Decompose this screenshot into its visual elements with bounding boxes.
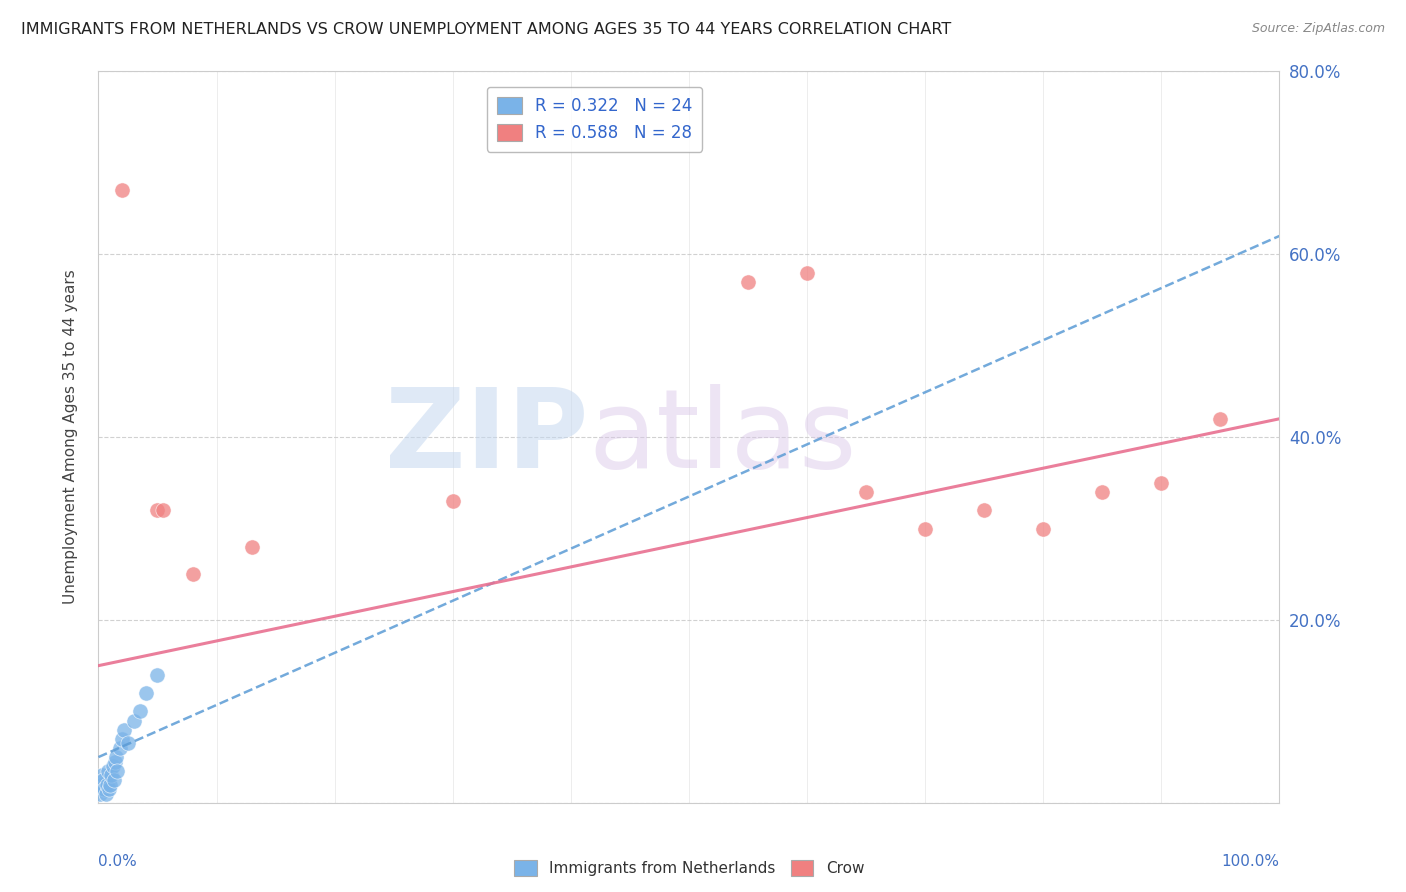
Point: [96, 778, 118, 792]
Point: [112, 723, 135, 737]
Point: [111, 183, 134, 197]
Point: [100, 768, 122, 782]
Point: [1032, 521, 1054, 535]
Point: [973, 503, 995, 517]
Text: atlas: atlas: [589, 384, 858, 491]
Point: [90, 778, 112, 792]
Text: IMMIGRANTS FROM NETHERLANDS VS CROW UNEMPLOYMENT AMONG AGES 35 TO 44 YEARS CORRE: IMMIGRANTS FROM NETHERLANDS VS CROW UNEM…: [21, 22, 952, 37]
Point: [122, 714, 145, 728]
Point: [105, 764, 128, 778]
Point: [240, 540, 263, 554]
Point: [146, 667, 169, 681]
Point: [1091, 485, 1114, 500]
Point: [146, 503, 169, 517]
Point: [152, 503, 174, 517]
Point: [104, 755, 127, 769]
Point: [98, 782, 121, 797]
Point: [737, 275, 759, 289]
Text: Source: ZipAtlas.com: Source: ZipAtlas.com: [1251, 22, 1385, 36]
Point: [855, 485, 877, 500]
Point: [441, 494, 464, 508]
Point: [111, 731, 134, 746]
Point: [914, 521, 936, 535]
Y-axis label: Unemployment Among Ages 35 to 44 years: Unemployment Among Ages 35 to 44 years: [63, 269, 77, 605]
Point: [135, 686, 157, 700]
Point: [128, 705, 150, 719]
Point: [103, 772, 125, 787]
Point: [117, 736, 139, 750]
Point: [181, 567, 204, 582]
Point: [97, 764, 120, 778]
Point: [98, 778, 121, 792]
Point: [101, 759, 124, 773]
Point: [91, 772, 114, 787]
Text: ZIP: ZIP: [385, 384, 589, 491]
Point: [94, 787, 117, 801]
Point: [796, 266, 818, 280]
Legend: Immigrants from Netherlands, Crow: Immigrants from Netherlands, Crow: [508, 855, 870, 882]
Point: [108, 740, 131, 755]
Point: [1150, 475, 1173, 490]
Text: 0.0%: 0.0%: [98, 854, 138, 869]
Point: [91, 768, 114, 782]
Point: [105, 750, 128, 764]
Text: 100.0%: 100.0%: [1222, 854, 1279, 869]
Point: [1209, 412, 1232, 426]
Point: [93, 782, 115, 797]
Point: [89, 787, 111, 801]
